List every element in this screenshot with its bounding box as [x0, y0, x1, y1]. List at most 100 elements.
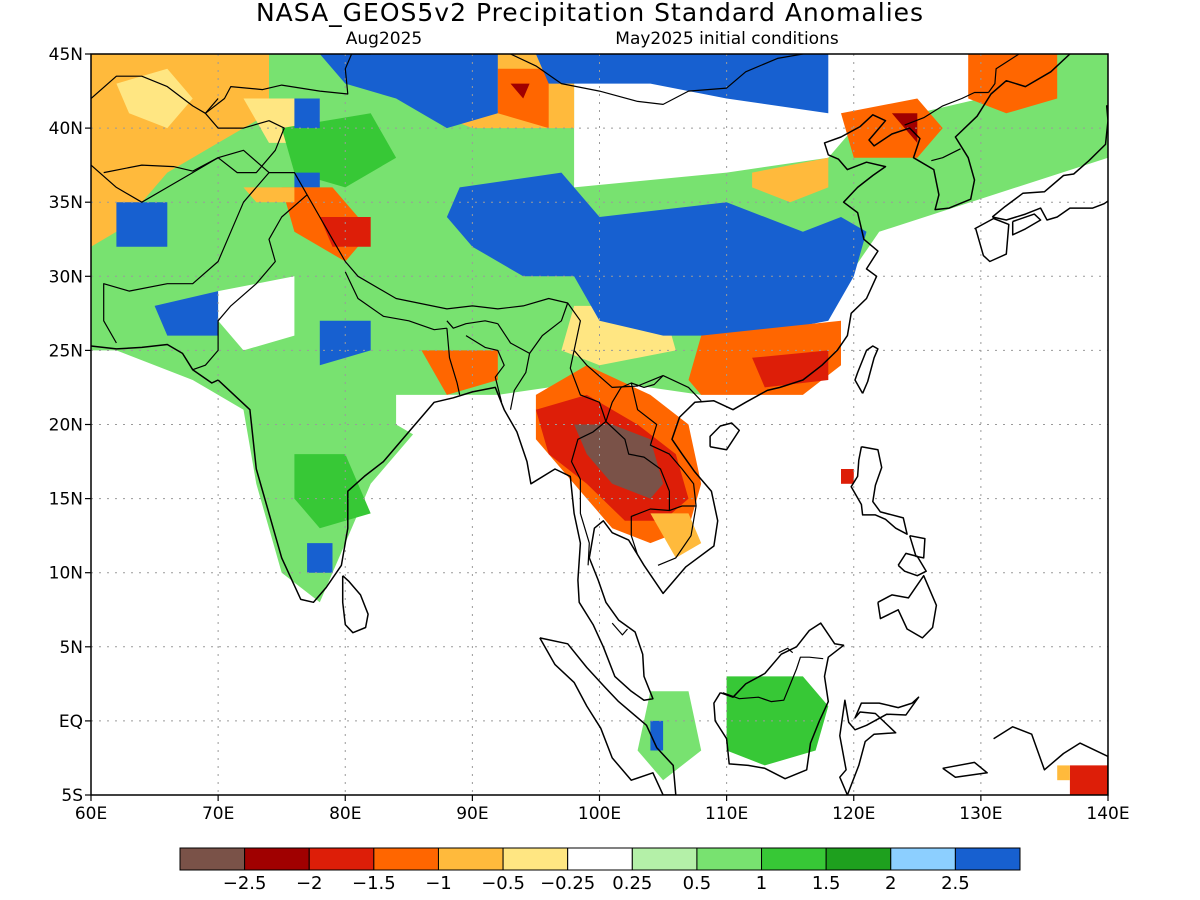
coastline — [942, 761, 988, 778]
coastline — [709, 422, 741, 451]
coastline — [897, 552, 927, 577]
longitude-tick-label: 100E — [578, 804, 621, 824]
anomaly-region — [307, 543, 333, 573]
anomaly-region — [510, 83, 530, 99]
longitude-tick-label: 70E — [202, 804, 234, 824]
figure-title: NASA_GEOS5v2 Precipitation Standard Anom… — [256, 0, 924, 27]
country-border — [344, 271, 447, 331]
country-border — [630, 382, 697, 566]
anomaly-region — [218, 276, 295, 351]
graticule-layer — [91, 54, 1108, 795]
anomaly-region — [294, 454, 371, 529]
colorbar-swatch — [567, 847, 633, 871]
anomaly-region — [726, 676, 829, 766]
country-border — [904, 91, 989, 126]
coastline — [854, 345, 879, 394]
country-border — [509, 54, 804, 106]
latitude-axis: 45N 40N 35N 30N 25N 20N 15N 10N 5N EQ 5S — [49, 45, 91, 806]
colorbar-label: −1 — [425, 873, 452, 894]
anomaly-region — [154, 291, 219, 336]
country-border — [605, 421, 671, 556]
anomaly-region — [752, 350, 829, 388]
country-border — [669, 505, 697, 512]
latitude-tick-label: 10N — [49, 564, 83, 584]
latitude-tick-label: 25N — [49, 341, 83, 361]
coastline — [341, 575, 369, 634]
latitude-tick-label: 35N — [49, 193, 83, 213]
colorbar-swatch — [696, 847, 763, 871]
colorbar-swatch — [631, 847, 698, 871]
coastline — [850, 445, 908, 535]
longitude-tick-label: 130E — [959, 804, 1002, 824]
coastline — [713, 622, 845, 780]
colorbar-swatch — [825, 847, 892, 871]
map-area — [91, 54, 1108, 795]
country-border — [611, 622, 628, 636]
longitude-tick-label: 120E — [832, 804, 875, 824]
colorbar-label: 0.25 — [612, 873, 652, 894]
anomaly-region — [637, 691, 702, 781]
colorbar-label: 2 — [885, 873, 896, 894]
longitude-tick-label: 60E — [75, 804, 107, 824]
country-border — [931, 148, 961, 162]
latitude-tick-label: 30N — [49, 267, 83, 287]
anomaly-region — [446, 172, 867, 336]
colorbar-swatch — [437, 847, 504, 871]
latitude-tick-label: 15N — [49, 490, 83, 510]
colorbar-swatch — [244, 847, 310, 871]
coastline — [217, 54, 1071, 701]
coastline — [839, 696, 920, 795]
longitude-tick-label: 140E — [1086, 804, 1129, 824]
colorbar-label: −1.5 — [352, 873, 396, 894]
anomaly-region — [421, 350, 498, 395]
longitude-axis: 60E 70E 80E 90E 100E 110E 120E 130E 140E — [75, 795, 1130, 824]
anomaly-region — [841, 469, 854, 484]
coastline — [539, 637, 677, 795]
colorbar: −2.5 −2 −1.5 −1 −0.5 −0.25 0.25 0.5 1 1.5 2 2.5 — [179, 847, 1021, 894]
colorbar-swatch — [373, 847, 439, 871]
country-border — [103, 172, 270, 344]
longitude-tick-label: 110E — [705, 804, 748, 824]
colorbar-swatch — [761, 847, 827, 871]
colorbar-label: 2.5 — [941, 873, 970, 894]
country-border — [722, 656, 824, 703]
coastline — [991, 105, 1108, 221]
colorbar-label: −0.5 — [481, 873, 525, 894]
anomaly-region — [294, 98, 320, 129]
colorbar-label: 1 — [756, 873, 767, 894]
colorbar-label: −2.5 — [223, 873, 267, 894]
anomaly-region — [1057, 765, 1070, 781]
latitude-tick-label: 45N — [49, 45, 83, 65]
anomaly-region — [396, 394, 473, 440]
anomaly-region — [1069, 765, 1108, 795]
colorbar-swatch — [890, 847, 956, 871]
coastline — [91, 343, 219, 384]
country-border — [446, 320, 498, 329]
anomaly-region — [243, 187, 295, 203]
country-border — [465, 335, 505, 403]
country-border — [778, 647, 794, 654]
latitude-tick-label: EQ — [59, 712, 83, 732]
latitude-tick-label: 20N — [49, 416, 83, 436]
coastline — [908, 534, 926, 559]
anomaly-region — [116, 202, 168, 247]
latitude-tick-label: 40N — [49, 119, 83, 139]
anomaly-region — [319, 54, 498, 129]
colorbar-swatch — [308, 847, 375, 871]
anomaly-region — [116, 68, 193, 129]
country-border — [529, 302, 569, 354]
anomaly-region — [968, 54, 1058, 114]
colorbar-label: −2 — [296, 873, 323, 894]
coastline-layer — [91, 54, 1108, 795]
latitude-tick-label: 5S — [61, 786, 83, 806]
coastline — [1011, 213, 1042, 236]
anomaly-region — [535, 54, 829, 114]
country-border — [497, 323, 531, 410]
coastline — [877, 574, 938, 639]
anomaly-region — [752, 157, 829, 203]
country-border — [103, 54, 353, 174]
country-border — [446, 328, 461, 396]
coastline — [974, 217, 1010, 263]
colorbar-swatch — [502, 847, 569, 871]
